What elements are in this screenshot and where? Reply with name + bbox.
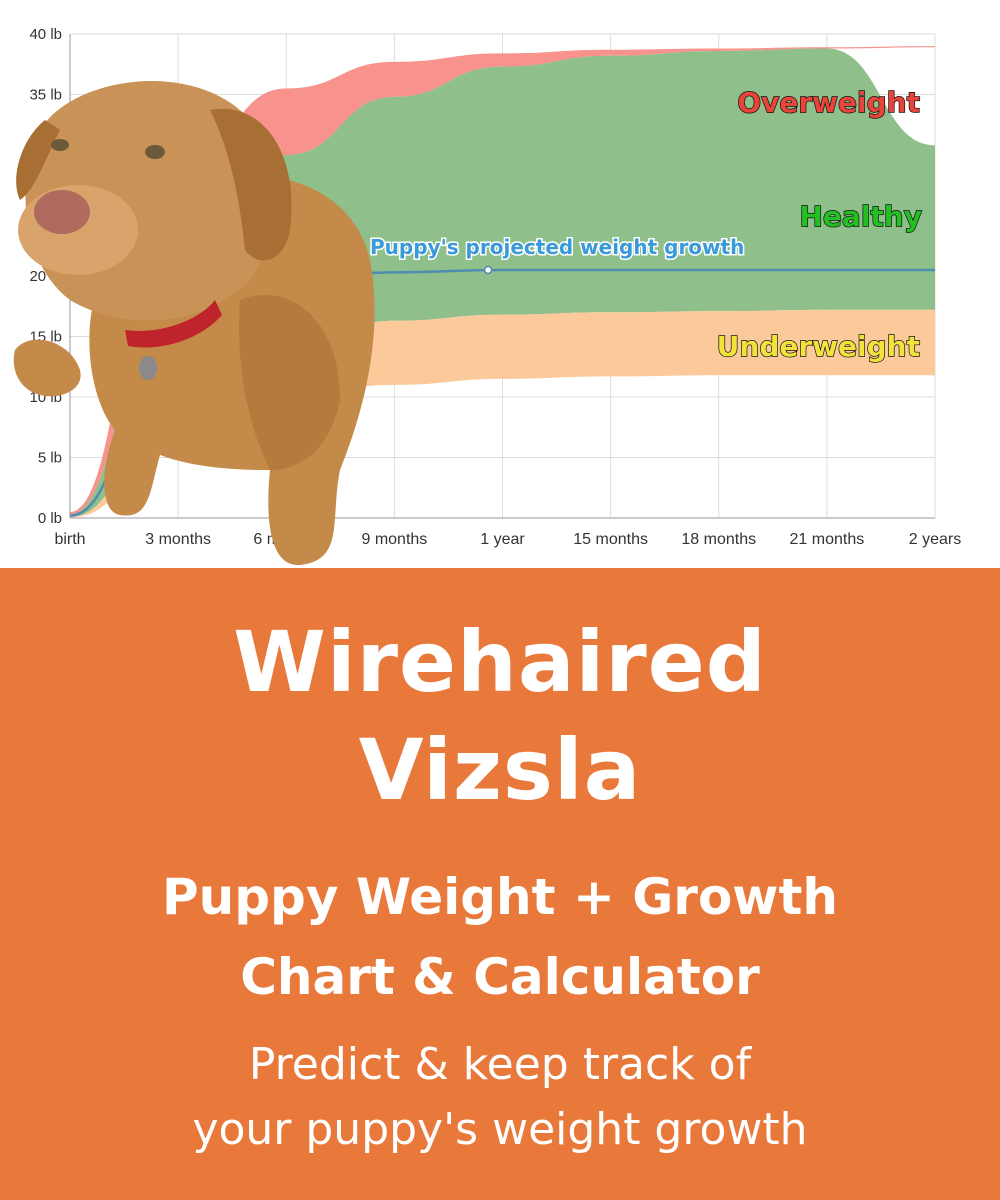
subtitle-line-1: Puppy Weight + Growth <box>162 868 838 926</box>
tagline-line-2: your puppy's weight growth <box>192 1104 808 1155</box>
y-tick-label: 5 lb <box>38 450 62 467</box>
puppy-leg <box>239 294 340 470</box>
x-tick-label: 15 months <box>573 531 648 548</box>
title-banner: Wirehaired Vizsla Puppy Weight + Growth … <box>0 568 1000 1200</box>
x-tick-label: 21 months <box>790 531 865 548</box>
x-tick-label: 3 months <box>145 531 211 548</box>
x-tick-label: 1 year <box>480 531 525 548</box>
puppy-photo <box>13 81 375 566</box>
label-healthy: Healthy <box>800 200 923 233</box>
y-tick-label: 0 lb <box>38 510 62 527</box>
x-tick-label: 18 months <box>681 531 756 548</box>
subtitle-line-2: Chart & Calculator <box>240 948 760 1006</box>
band-healthy <box>70 48 935 517</box>
projection-marker <box>483 265 493 275</box>
x-tick-label: 9 months <box>361 531 427 548</box>
label-projection: Puppy's projected weight growth <box>370 235 744 259</box>
x-tick-label: birth <box>54 531 85 548</box>
y-tick-label: 35 lb <box>29 87 62 104</box>
x-tick-label: 2 years <box>909 531 961 548</box>
puppy-collar <box>125 300 222 348</box>
puppy-tag <box>139 356 157 380</box>
puppy-paw <box>13 339 81 397</box>
y-tick-label: 40 lb <box>29 26 62 43</box>
label-underweight: Underweight <box>717 330 920 363</box>
tagline-line-1: Predict & keep track of <box>248 1039 752 1090</box>
breed-title-line-1: Wirehaired <box>233 613 767 711</box>
breed-title-line-2: Vizsla <box>358 721 642 819</box>
puppy-ear-left <box>16 120 60 200</box>
puppy-ear-right <box>210 108 292 261</box>
puppy-eye-left <box>51 139 69 151</box>
puppy-nose <box>34 190 90 234</box>
label-overweight: Overweight <box>737 86 920 119</box>
puppy-eye-right <box>145 145 165 159</box>
